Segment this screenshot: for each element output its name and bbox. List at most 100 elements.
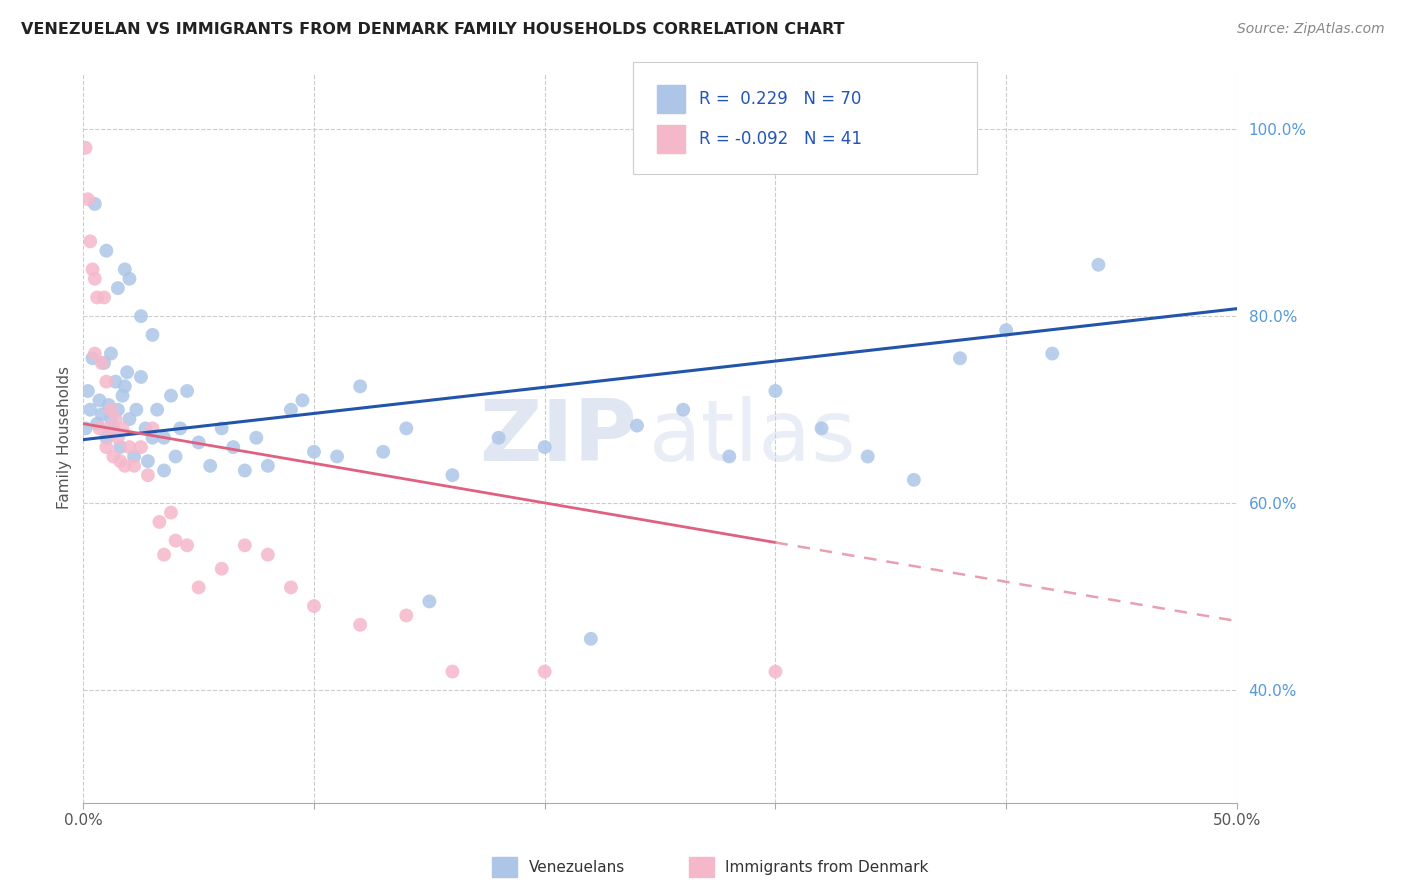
Point	[75, 421, 97, 435]
Point	[373, 444, 395, 458]
Point	[245, 431, 267, 445]
Point	[107, 281, 129, 295]
Point	[533, 440, 555, 454]
Point	[86, 417, 108, 431]
Point	[903, 473, 925, 487]
Text: Venezuelans: Venezuelans	[529, 860, 624, 874]
Point	[141, 421, 163, 435]
Point	[233, 463, 256, 477]
Point	[349, 379, 371, 393]
Point	[107, 431, 129, 445]
Point	[165, 533, 187, 548]
Point	[83, 346, 105, 360]
Point	[302, 444, 325, 458]
Point	[169, 421, 191, 435]
Point	[125, 402, 148, 417]
Point	[86, 290, 108, 304]
Point	[233, 538, 256, 552]
Point	[626, 418, 648, 433]
Point	[111, 421, 134, 435]
Point	[995, 323, 1018, 337]
Point	[441, 665, 464, 679]
Point	[111, 389, 134, 403]
Point	[146, 402, 169, 417]
Point	[77, 384, 100, 398]
Point	[187, 581, 209, 595]
Point	[129, 309, 152, 323]
Point	[136, 468, 159, 483]
Point	[160, 506, 183, 520]
Point	[96, 440, 118, 454]
Point	[122, 450, 145, 464]
Text: VENEZUELAN VS IMMIGRANTS FROM DENMARK FAMILY HOUSEHOLDS CORRELATION CHART: VENEZUELAN VS IMMIGRANTS FROM DENMARK FA…	[21, 22, 845, 37]
Point	[100, 346, 122, 360]
Point	[160, 389, 183, 403]
Point	[89, 421, 111, 435]
Point	[198, 458, 221, 473]
Point	[765, 665, 787, 679]
Point	[90, 408, 112, 422]
Point	[104, 412, 127, 426]
Point	[96, 244, 118, 258]
Point	[115, 365, 138, 379]
Point	[136, 454, 159, 468]
Point	[118, 440, 141, 454]
Point	[418, 594, 440, 608]
Point	[718, 450, 741, 464]
Point	[97, 398, 120, 412]
Point	[103, 421, 125, 435]
Point	[100, 412, 122, 426]
Point	[672, 402, 695, 417]
Point	[77, 192, 100, 206]
Point	[141, 431, 163, 445]
Text: atlas: atlas	[648, 396, 856, 479]
Point	[222, 440, 245, 454]
Text: Source: ZipAtlas.com: Source: ZipAtlas.com	[1237, 22, 1385, 37]
Point	[93, 290, 115, 304]
Point	[97, 421, 120, 435]
Point	[395, 421, 418, 435]
Point	[114, 379, 136, 393]
Point	[395, 608, 418, 623]
Point	[108, 440, 131, 454]
Point	[349, 617, 371, 632]
Point	[326, 450, 349, 464]
Point	[257, 458, 280, 473]
Point	[83, 271, 105, 285]
Text: Immigrants from Denmark: Immigrants from Denmark	[725, 860, 929, 874]
Point	[441, 468, 464, 483]
Point	[75, 141, 97, 155]
Point	[176, 384, 198, 398]
Point	[211, 562, 233, 576]
Point	[114, 262, 136, 277]
Point	[104, 375, 127, 389]
Point	[118, 412, 141, 426]
Text: ZIP: ZIP	[479, 396, 637, 479]
Point	[1040, 346, 1063, 360]
Point	[765, 384, 787, 398]
Point	[165, 450, 187, 464]
Point	[153, 548, 176, 562]
Point	[90, 356, 112, 370]
Point	[280, 402, 302, 417]
Point	[122, 458, 145, 473]
Point	[153, 431, 176, 445]
Point	[153, 463, 176, 477]
Point	[96, 375, 118, 389]
Point	[533, 665, 555, 679]
Point	[93, 356, 115, 370]
Point	[103, 450, 125, 464]
Point	[107, 402, 129, 417]
Point	[176, 538, 198, 552]
Point	[579, 632, 602, 646]
Point	[83, 197, 105, 211]
Point	[96, 431, 118, 445]
Point	[129, 370, 152, 384]
Text: R =  0.229   N = 70: R = 0.229 N = 70	[699, 90, 860, 108]
Point	[1087, 258, 1109, 272]
Point	[79, 402, 101, 417]
Point	[148, 515, 170, 529]
Point	[141, 327, 163, 342]
Point	[280, 581, 302, 595]
Point	[856, 450, 879, 464]
